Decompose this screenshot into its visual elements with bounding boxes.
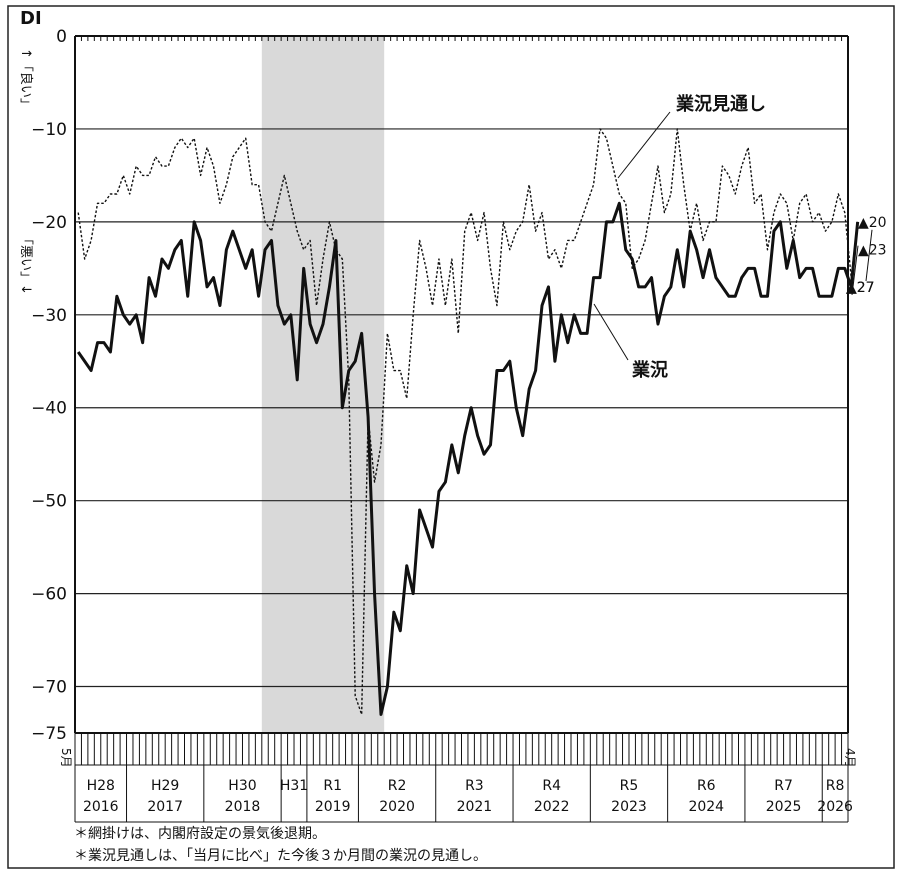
era-label: R4 bbox=[542, 778, 561, 794]
year-label: 2022 bbox=[534, 799, 570, 815]
end-value-label: ▲20 bbox=[858, 215, 887, 231]
era-label: R6 bbox=[697, 778, 716, 794]
outer-frame bbox=[7, 5, 895, 869]
era-label: R3 bbox=[465, 778, 484, 794]
era-label: R5 bbox=[620, 778, 639, 794]
y-tick-labels: 0 −10 −20 −30 −40 −50 −60 −70 −75 bbox=[31, 27, 67, 744]
y-tick-label: −40 bbox=[31, 399, 67, 419]
era-label: H31 bbox=[280, 778, 308, 794]
end-value-labels: ▲20▲27▲23▲27 bbox=[846, 215, 887, 296]
y-direction-down: 「悪い」↓ bbox=[18, 232, 33, 295]
grid-lines bbox=[75, 128, 848, 688]
year-label: 2016 bbox=[83, 799, 119, 815]
callout-leader-outlook bbox=[617, 111, 671, 179]
y-tick-label: −75 bbox=[31, 724, 67, 744]
era-label: R7 bbox=[774, 778, 793, 794]
era-label: H29 bbox=[151, 778, 179, 794]
end-arrow-business bbox=[851, 245, 859, 295]
year-label: 2021 bbox=[457, 799, 493, 815]
note-2: ＊業況見通しは、「当月に比べ」た今後３か月間の業況の見通し。 bbox=[74, 848, 487, 864]
series-layer bbox=[76, 128, 860, 716]
x-end-label: 4月 bbox=[843, 748, 857, 768]
series-line-business bbox=[76, 201, 860, 716]
x-start-label: 5月 bbox=[59, 748, 73, 768]
era-label: R8 bbox=[826, 778, 845, 794]
era-label: R2 bbox=[388, 778, 407, 794]
year-label: 2020 bbox=[379, 799, 415, 815]
end-value-label: ▲27 bbox=[846, 280, 875, 296]
year-label: 2019 bbox=[315, 799, 351, 815]
era-label: H30 bbox=[228, 778, 256, 794]
end-value-label: ▲23 bbox=[858, 243, 887, 259]
year-label: 2018 bbox=[225, 799, 261, 815]
callout-leader-business bbox=[593, 303, 629, 361]
era-label: H28 bbox=[87, 778, 115, 794]
callout-label-business: 業況 bbox=[631, 359, 668, 381]
y-tick-label: −10 bbox=[31, 120, 67, 140]
year-label: 2025 bbox=[766, 799, 802, 815]
year-label: 2023 bbox=[611, 799, 647, 815]
callout-label-outlook: 業況見通し bbox=[675, 93, 766, 115]
year-label: 2024 bbox=[688, 799, 724, 815]
y-direction-up: ↑「良い」 bbox=[18, 48, 34, 111]
series-line-outlook bbox=[77, 128, 859, 716]
y-unit-label: DI bbox=[20, 8, 42, 29]
y-tick-label: −70 bbox=[31, 678, 67, 698]
y-tick-label: −50 bbox=[31, 492, 67, 512]
y-tick-label: −30 bbox=[31, 306, 67, 326]
y-tick-label: −20 bbox=[31, 213, 67, 233]
year-label: 2017 bbox=[147, 799, 183, 815]
x-axis-month-ticks bbox=[74, 733, 849, 823]
end-arrow-outlook bbox=[865, 229, 873, 281]
era-labels: H28 2016 H29 2017 H30 2018 H31 R1 2019 R2 2020 R3 20… bbox=[74, 765, 853, 822]
note-1: ＊網掛けは、内閣府設定の景気後退期。 bbox=[74, 826, 326, 842]
y-tick-label: −60 bbox=[31, 585, 67, 605]
y-tick-label: 0 bbox=[56, 27, 67, 47]
year-label: 2026 bbox=[817, 799, 853, 815]
era-label: R1 bbox=[323, 778, 342, 794]
